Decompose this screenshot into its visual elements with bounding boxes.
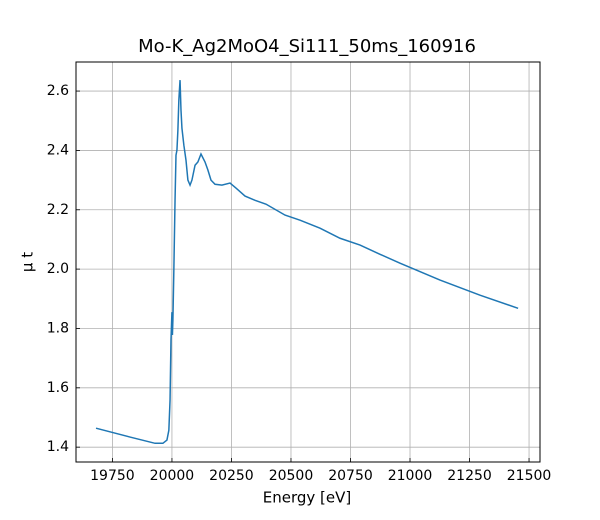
plot-frame (75, 61, 541, 463)
x-tick-label: 19750 (90, 468, 135, 484)
y-tick-label: 1.6 (47, 380, 69, 396)
y-axis-label: μ t (19, 252, 37, 272)
x-tick-label: 21000 (388, 468, 433, 484)
x-tick-label: 20250 (209, 468, 254, 484)
data-line (95, 80, 519, 445)
chart-title: Mo-K_Ag2MoO4_Si111_50ms_160916 (138, 36, 476, 57)
x-axis-label: Energy [eV] (263, 489, 351, 507)
x-tick-label: 20750 (328, 468, 373, 484)
y-tick-label: 2.6 (47, 83, 69, 99)
y-tick-label: 2.4 (47, 142, 69, 158)
y-tick-label: 1.8 (47, 320, 69, 336)
x-tick-label: 20500 (269, 468, 314, 484)
y-tick-label: 1.4 (47, 439, 69, 455)
x-tick-label: 20000 (150, 468, 195, 484)
y-tick-label: 2.2 (47, 202, 69, 218)
x-tick-label: 21250 (447, 468, 492, 484)
y-tick-label: 2.0 (47, 261, 69, 277)
x-tick-label: 21500 (507, 468, 552, 484)
